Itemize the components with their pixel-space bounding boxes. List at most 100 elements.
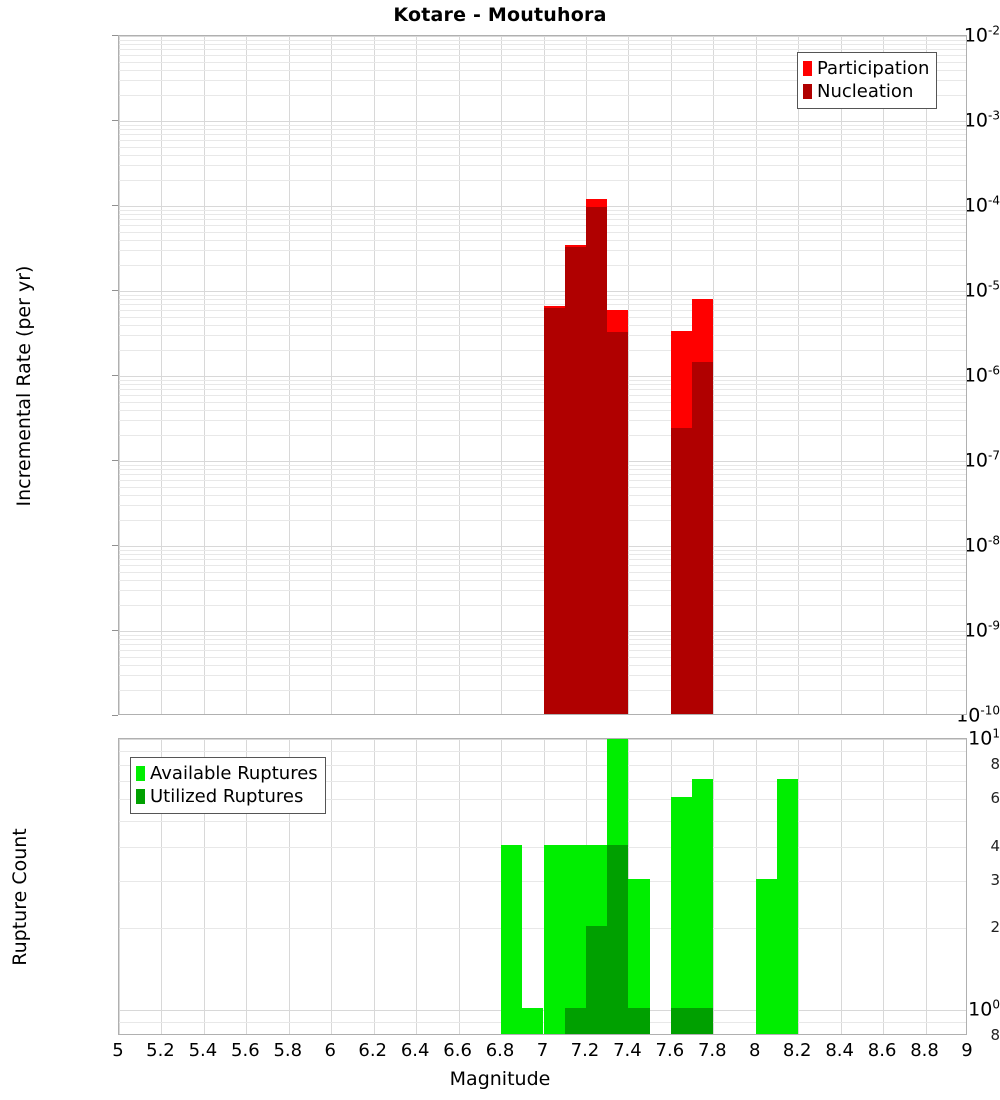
bar [692, 739, 714, 1034]
legend-item[interactable]: Available Ruptures [136, 762, 318, 785]
grid-line-horizontal [119, 564, 966, 566]
grid-line-horizontal [119, 780, 966, 782]
grid-line-horizontal [119, 350, 966, 352]
legend-label: Nucleation [817, 80, 914, 102]
grid-line-horizontal [119, 44, 966, 46]
x-tick-label: 8.6 [867, 1040, 897, 1061]
grid-line-horizontal [119, 605, 966, 607]
bar-segment-avail [501, 844, 523, 1034]
grid-line-vertical [246, 36, 248, 714]
y-tick-label-minor: 2 [990, 918, 1000, 937]
y-tick-label: 10-9 [963, 618, 1000, 642]
grid-line-vertical [925, 739, 927, 1034]
bar-segment-util [585, 926, 608, 1034]
grid-line-vertical [713, 36, 715, 714]
grid-line-horizontal [119, 505, 966, 507]
grid-line-horizontal [119, 239, 966, 241]
bar-segment-nucl [607, 332, 629, 714]
grid-line-horizontal [119, 401, 966, 403]
bar [543, 739, 565, 1034]
y-tick-mark [112, 290, 118, 291]
grid-line-horizontal [119, 656, 966, 658]
y-tick-label: 100 [968, 997, 1000, 1021]
grid-line-vertical [373, 36, 375, 714]
grid-line-vertical [925, 36, 927, 714]
grid-line-vertical [883, 739, 885, 1034]
bar-segment-avail [522, 1007, 544, 1034]
grid-line-horizontal [119, 36, 966, 37]
grid-line-horizontal [119, 394, 966, 396]
grid-line-horizontal [119, 571, 966, 573]
y-tick-label-minor: 4 [990, 836, 1000, 855]
x-tick-label: 6.6 [443, 1040, 472, 1061]
legend-item[interactable]: Participation [803, 57, 929, 80]
grid-line-horizontal [119, 461, 966, 462]
grid-line-horizontal [119, 309, 966, 311]
legend-swatch-icon [803, 84, 812, 99]
bar-segment-avail [564, 844, 586, 1034]
legend-top: Participation Nucleation [797, 52, 938, 109]
grid-line-vertical [416, 36, 418, 714]
grid-line-horizontal [119, 384, 966, 386]
bar-segment-nucl [564, 247, 586, 714]
y-tick-label-minor: 8 [990, 755, 1000, 774]
bar [585, 36, 608, 714]
grid-line-horizontal [119, 675, 966, 677]
grid-line-horizontal [119, 154, 966, 156]
y-tick-mark [112, 545, 118, 546]
grid-line-horizontal [119, 134, 966, 136]
grid-line-horizontal [119, 39, 966, 41]
grid-line-horizontal [119, 799, 966, 801]
grid-line-vertical [119, 36, 120, 714]
grid-line-vertical [840, 36, 842, 714]
bar-segment-nucl [585, 207, 608, 714]
x-tick-label: 5.8 [273, 1040, 303, 1061]
grid-line-vertical [416, 739, 418, 1034]
bar-segment-util [564, 1007, 586, 1034]
grid-line-horizontal [119, 54, 966, 56]
bar [585, 739, 608, 1034]
bar [564, 739, 586, 1034]
bar-segment-util [628, 1007, 650, 1034]
grid-line-vertical [373, 739, 375, 1034]
x-tick-label: 7 [536, 1040, 549, 1061]
grid-line-horizontal [119, 494, 966, 496]
y-tick-mark [112, 630, 118, 631]
grid-line-horizontal [119, 546, 966, 547]
grid-line-vertical [203, 36, 205, 714]
grid-line-horizontal [119, 420, 966, 422]
grid-line-vertical [203, 739, 205, 1034]
legend-item[interactable]: Nucleation [803, 80, 929, 103]
grid-line-vertical [458, 36, 460, 714]
grid-line-horizontal [119, 631, 966, 632]
y-tick-label: 10-4 [963, 193, 1000, 217]
bar-segment-avail [755, 878, 777, 1034]
legend-item[interactable]: Utilized Ruptures [136, 785, 318, 808]
grid-line-horizontal [119, 690, 966, 692]
grid-line-horizontal [119, 224, 966, 226]
bar-segment-nucl [543, 307, 565, 714]
x-tick-label: 8 [749, 1040, 761, 1061]
grid-line-horizontal [119, 219, 966, 221]
bar [501, 739, 523, 1034]
grid-line-vertical [119, 739, 120, 1034]
y-tick-label: 10-3 [963, 108, 1000, 132]
x-axis-label: Magnitude [449, 1068, 551, 1090]
grid-line-vertical [501, 36, 503, 714]
y-axis-label-bottom: Rupture Count [9, 828, 31, 966]
grid-line-horizontal [119, 435, 966, 437]
grid-line-vertical [755, 36, 757, 714]
legend-swatch-icon [136, 789, 145, 804]
bar-segment-avail [692, 778, 714, 1034]
bar [776, 739, 799, 1034]
grid-line-vertical [161, 36, 163, 714]
grid-line-horizontal [119, 409, 966, 411]
grid-line-horizontal [119, 139, 966, 141]
legend-swatch-icon [136, 766, 145, 781]
bar [692, 36, 714, 714]
y-tick-label: 10-5 [963, 278, 1000, 302]
grid-line-horizontal [119, 880, 966, 882]
grid-line-horizontal [119, 579, 966, 581]
grid-line-horizontal [119, 214, 966, 216]
